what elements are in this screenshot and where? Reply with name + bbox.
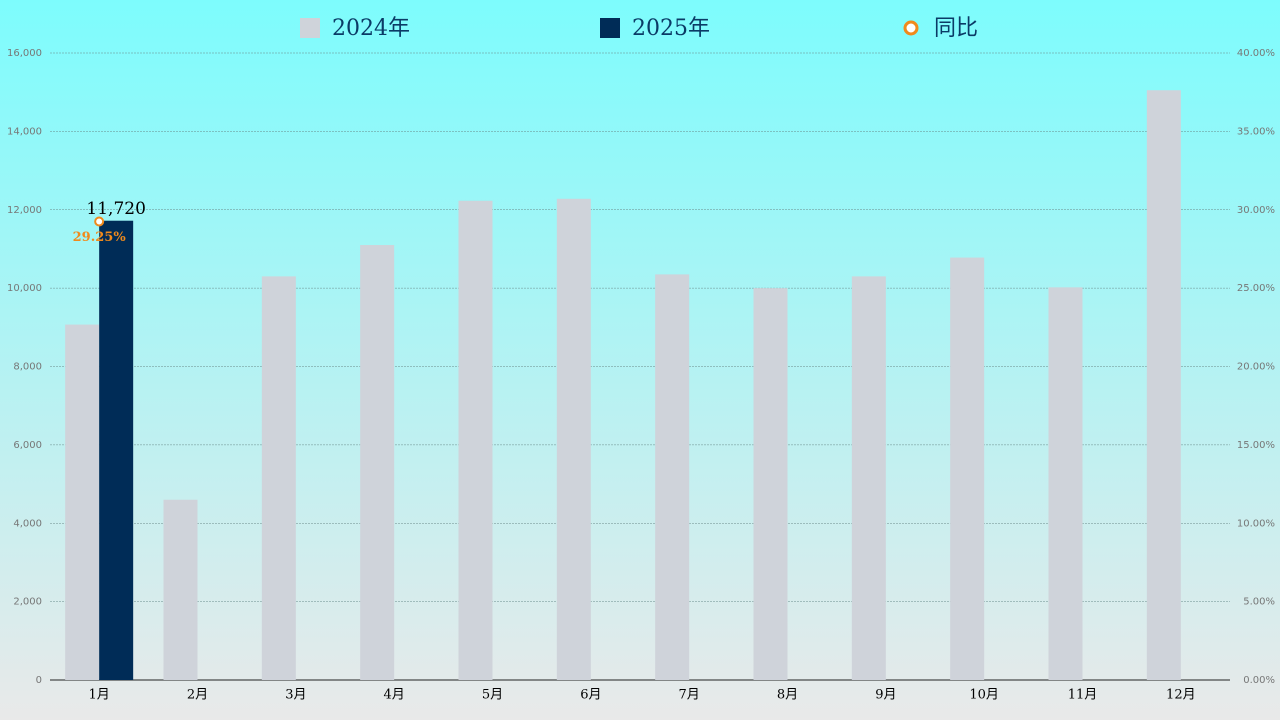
bar bbox=[1048, 287, 1083, 680]
bar bbox=[458, 200, 493, 680]
y2-tick-label: 25.00% bbox=[1237, 283, 1275, 294]
x-tick-label: 4月 bbox=[384, 688, 405, 703]
y2-tick-label: 30.00% bbox=[1237, 205, 1275, 216]
y2-tick-label: 20.00% bbox=[1237, 362, 1275, 373]
legend-swatch bbox=[600, 18, 620, 38]
bar bbox=[163, 499, 198, 680]
line-marker bbox=[94, 216, 105, 227]
bar bbox=[99, 220, 134, 680]
y-tick-label: 12,000 bbox=[7, 205, 42, 216]
y-tick-label: 6,000 bbox=[13, 440, 42, 451]
y2-tick-label: 40.00% bbox=[1237, 48, 1275, 59]
bar bbox=[851, 276, 886, 680]
bar bbox=[1146, 90, 1181, 680]
x-tick-label: 10月 bbox=[969, 688, 999, 703]
x-tick-label: 11月 bbox=[1068, 688, 1098, 703]
bar bbox=[360, 245, 395, 681]
y-tick-label: 4,000 bbox=[13, 518, 42, 529]
y2-tick-label: 15.00% bbox=[1237, 440, 1275, 451]
data-label: 11,720 bbox=[86, 199, 145, 219]
x-tick-label: 1月 bbox=[89, 688, 110, 703]
x-tick-label: 7月 bbox=[679, 688, 700, 703]
x-tick-label: 8月 bbox=[777, 688, 798, 703]
bar bbox=[655, 274, 690, 680]
bar bbox=[753, 288, 788, 680]
legend-swatch bbox=[300, 18, 320, 38]
bar bbox=[950, 257, 985, 680]
legend-label: 2025年 bbox=[632, 16, 710, 41]
y2-tick-label: 35.00% bbox=[1237, 126, 1275, 137]
y-tick-label: 14,000 bbox=[7, 126, 42, 137]
x-tick-label: 2月 bbox=[187, 688, 208, 703]
y2-tick-label: 5.00% bbox=[1243, 597, 1275, 608]
bar bbox=[261, 276, 296, 680]
legend-swatch bbox=[903, 20, 919, 36]
bar bbox=[65, 324, 100, 680]
y-tick-label: 10,000 bbox=[7, 283, 42, 294]
y-tick-label: 2,000 bbox=[13, 597, 42, 608]
bar bbox=[556, 198, 591, 680]
x-tick-label: 6月 bbox=[580, 688, 601, 703]
y2-tick-label: 0.00% bbox=[1243, 675, 1275, 686]
data-label: 29.25% bbox=[73, 230, 127, 245]
legend-label: 2024年 bbox=[332, 16, 410, 41]
y-tick-label: 8,000 bbox=[13, 362, 42, 373]
x-tick-label: 12月 bbox=[1166, 688, 1196, 703]
legend-label: 同比 bbox=[934, 16, 978, 41]
y2-tick-label: 10.00% bbox=[1237, 518, 1275, 529]
y-tick-label: 0 bbox=[36, 675, 42, 686]
x-tick-label: 3月 bbox=[285, 688, 306, 703]
x-tick-label: 5月 bbox=[482, 688, 503, 703]
y-tick-label: 16,000 bbox=[7, 48, 42, 59]
x-tick-label: 9月 bbox=[875, 688, 896, 703]
